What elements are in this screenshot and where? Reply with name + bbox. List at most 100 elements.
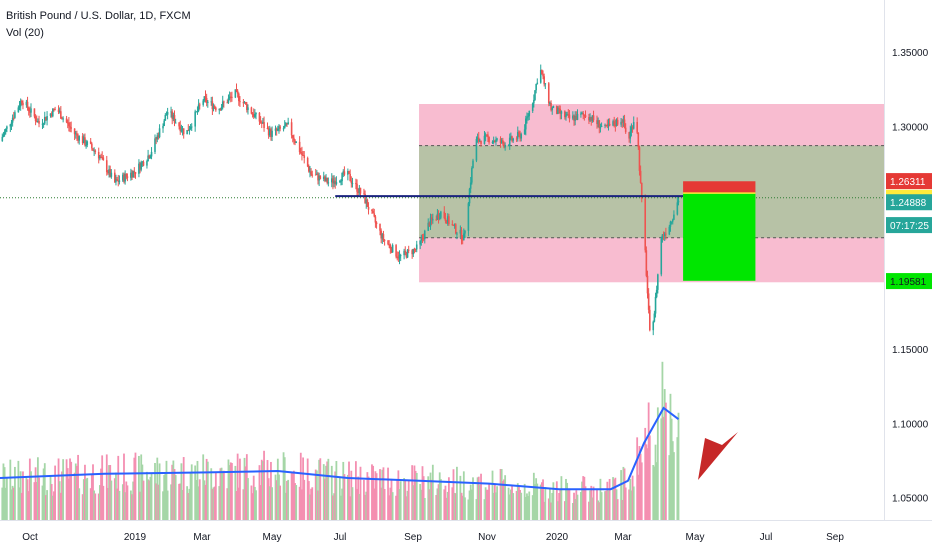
candle-body: [255, 112, 257, 115]
candle-body: [339, 181, 341, 183]
volume-bar: [475, 499, 478, 520]
time-tick-label: Sep: [404, 532, 422, 543]
candle-body: [511, 136, 513, 141]
candle-body: [147, 155, 149, 162]
candle-body: [41, 123, 44, 125]
volume-bar: [542, 479, 544, 520]
candle-body: [263, 122, 265, 128]
candle-body: [277, 128, 279, 131]
volume-bar: [460, 492, 463, 520]
candle-body: [57, 109, 60, 113]
candle-body: [68, 122, 70, 127]
volume-bar: [582, 476, 585, 520]
volume-bar: [205, 458, 208, 520]
volume-indicator-label[interactable]: Vol (20): [6, 27, 44, 39]
volume-bar: [212, 487, 215, 520]
candle-body: [162, 126, 164, 129]
candle-body: [99, 156, 101, 159]
volume-bar: [156, 457, 159, 520]
candle-body: [195, 111, 198, 113]
volume-bar: [234, 465, 237, 520]
candle-body: [375, 222, 378, 225]
price-label-entry: 1.24888: [890, 198, 927, 209]
volume-bar: [206, 461, 209, 520]
volume-bar: [656, 407, 659, 520]
volume-bar: [383, 488, 386, 520]
volume-bar: [2, 463, 5, 520]
volume-bar: [464, 497, 466, 520]
candle-body: [657, 274, 659, 290]
volume-bar: [17, 460, 20, 520]
time-tick-label: May: [263, 532, 282, 543]
volume-bar: [4, 487, 7, 520]
volume-bar: [605, 490, 608, 520]
candle-body: [347, 171, 349, 175]
price-label-entry-bg: [886, 194, 932, 211]
volume-bar: [244, 466, 247, 520]
volume-bar: [528, 491, 531, 520]
candle-body: [78, 136, 81, 141]
candle-body: [187, 130, 190, 132]
candle-body: [366, 199, 369, 207]
volume-bar: [630, 490, 633, 520]
volume-bar: [126, 485, 129, 520]
volume-bar: [374, 471, 377, 520]
volume-bar: [327, 458, 330, 520]
volume-bar: [501, 481, 504, 520]
volume-bar: [439, 479, 442, 520]
volume-bar: [283, 457, 286, 520]
volume-bar: [484, 487, 487, 520]
volume-bar: [287, 479, 290, 520]
candle-body: [83, 137, 85, 144]
volume-bar: [213, 486, 216, 520]
candle-body: [496, 138, 498, 140]
candle-body: [639, 170, 642, 183]
candle-body: [301, 152, 303, 156]
volume-bar: [423, 497, 426, 520]
volume-bar: [171, 464, 174, 520]
volume-bar: [42, 468, 45, 520]
candle-body: [677, 200, 680, 203]
candle-body: [166, 112, 169, 115]
candle-body: [333, 180, 335, 184]
volume-bar: [222, 470, 225, 520]
volume-bar: [210, 468, 213, 520]
candle-body: [25, 101, 28, 106]
volume-bar: [549, 488, 551, 520]
volume-bar: [101, 455, 104, 520]
candle-body: [387, 240, 389, 245]
volume-bar: [404, 479, 407, 520]
candle-body: [549, 103, 551, 105]
volume-bar: [406, 490, 409, 520]
candle-body: [411, 250, 413, 255]
candle-body: [286, 123, 288, 125]
volume-bar: [270, 461, 272, 520]
candle-body: [131, 172, 133, 178]
volume-bar: [250, 485, 253, 520]
volume-bar: [588, 501, 590, 520]
candle-body: [316, 173, 318, 175]
volume-bar: [59, 492, 62, 520]
candle-body: [250, 107, 253, 114]
candle-body: [239, 101, 241, 103]
volume-bar: [592, 486, 595, 520]
volume-bar: [535, 478, 538, 520]
volume-bar: [341, 488, 344, 520]
volume-bar: [476, 477, 479, 520]
volume-bar: [552, 482, 555, 520]
volume-bar: [12, 487, 15, 520]
volume-bar: [477, 476, 480, 520]
volume-bar: [173, 469, 176, 520]
volume-bar: [399, 481, 402, 520]
volume-bar: [54, 465, 57, 520]
volume-bar: [335, 461, 338, 520]
price-label-target-bg: [886, 173, 932, 190]
volume-bar: [187, 492, 190, 520]
candle-body: [520, 134, 523, 139]
candle-body: [34, 116, 37, 122]
candle-body: [373, 213, 376, 217]
candle-body: [451, 224, 454, 226]
volume-bar: [243, 457, 246, 520]
volume-bar: [286, 480, 288, 520]
